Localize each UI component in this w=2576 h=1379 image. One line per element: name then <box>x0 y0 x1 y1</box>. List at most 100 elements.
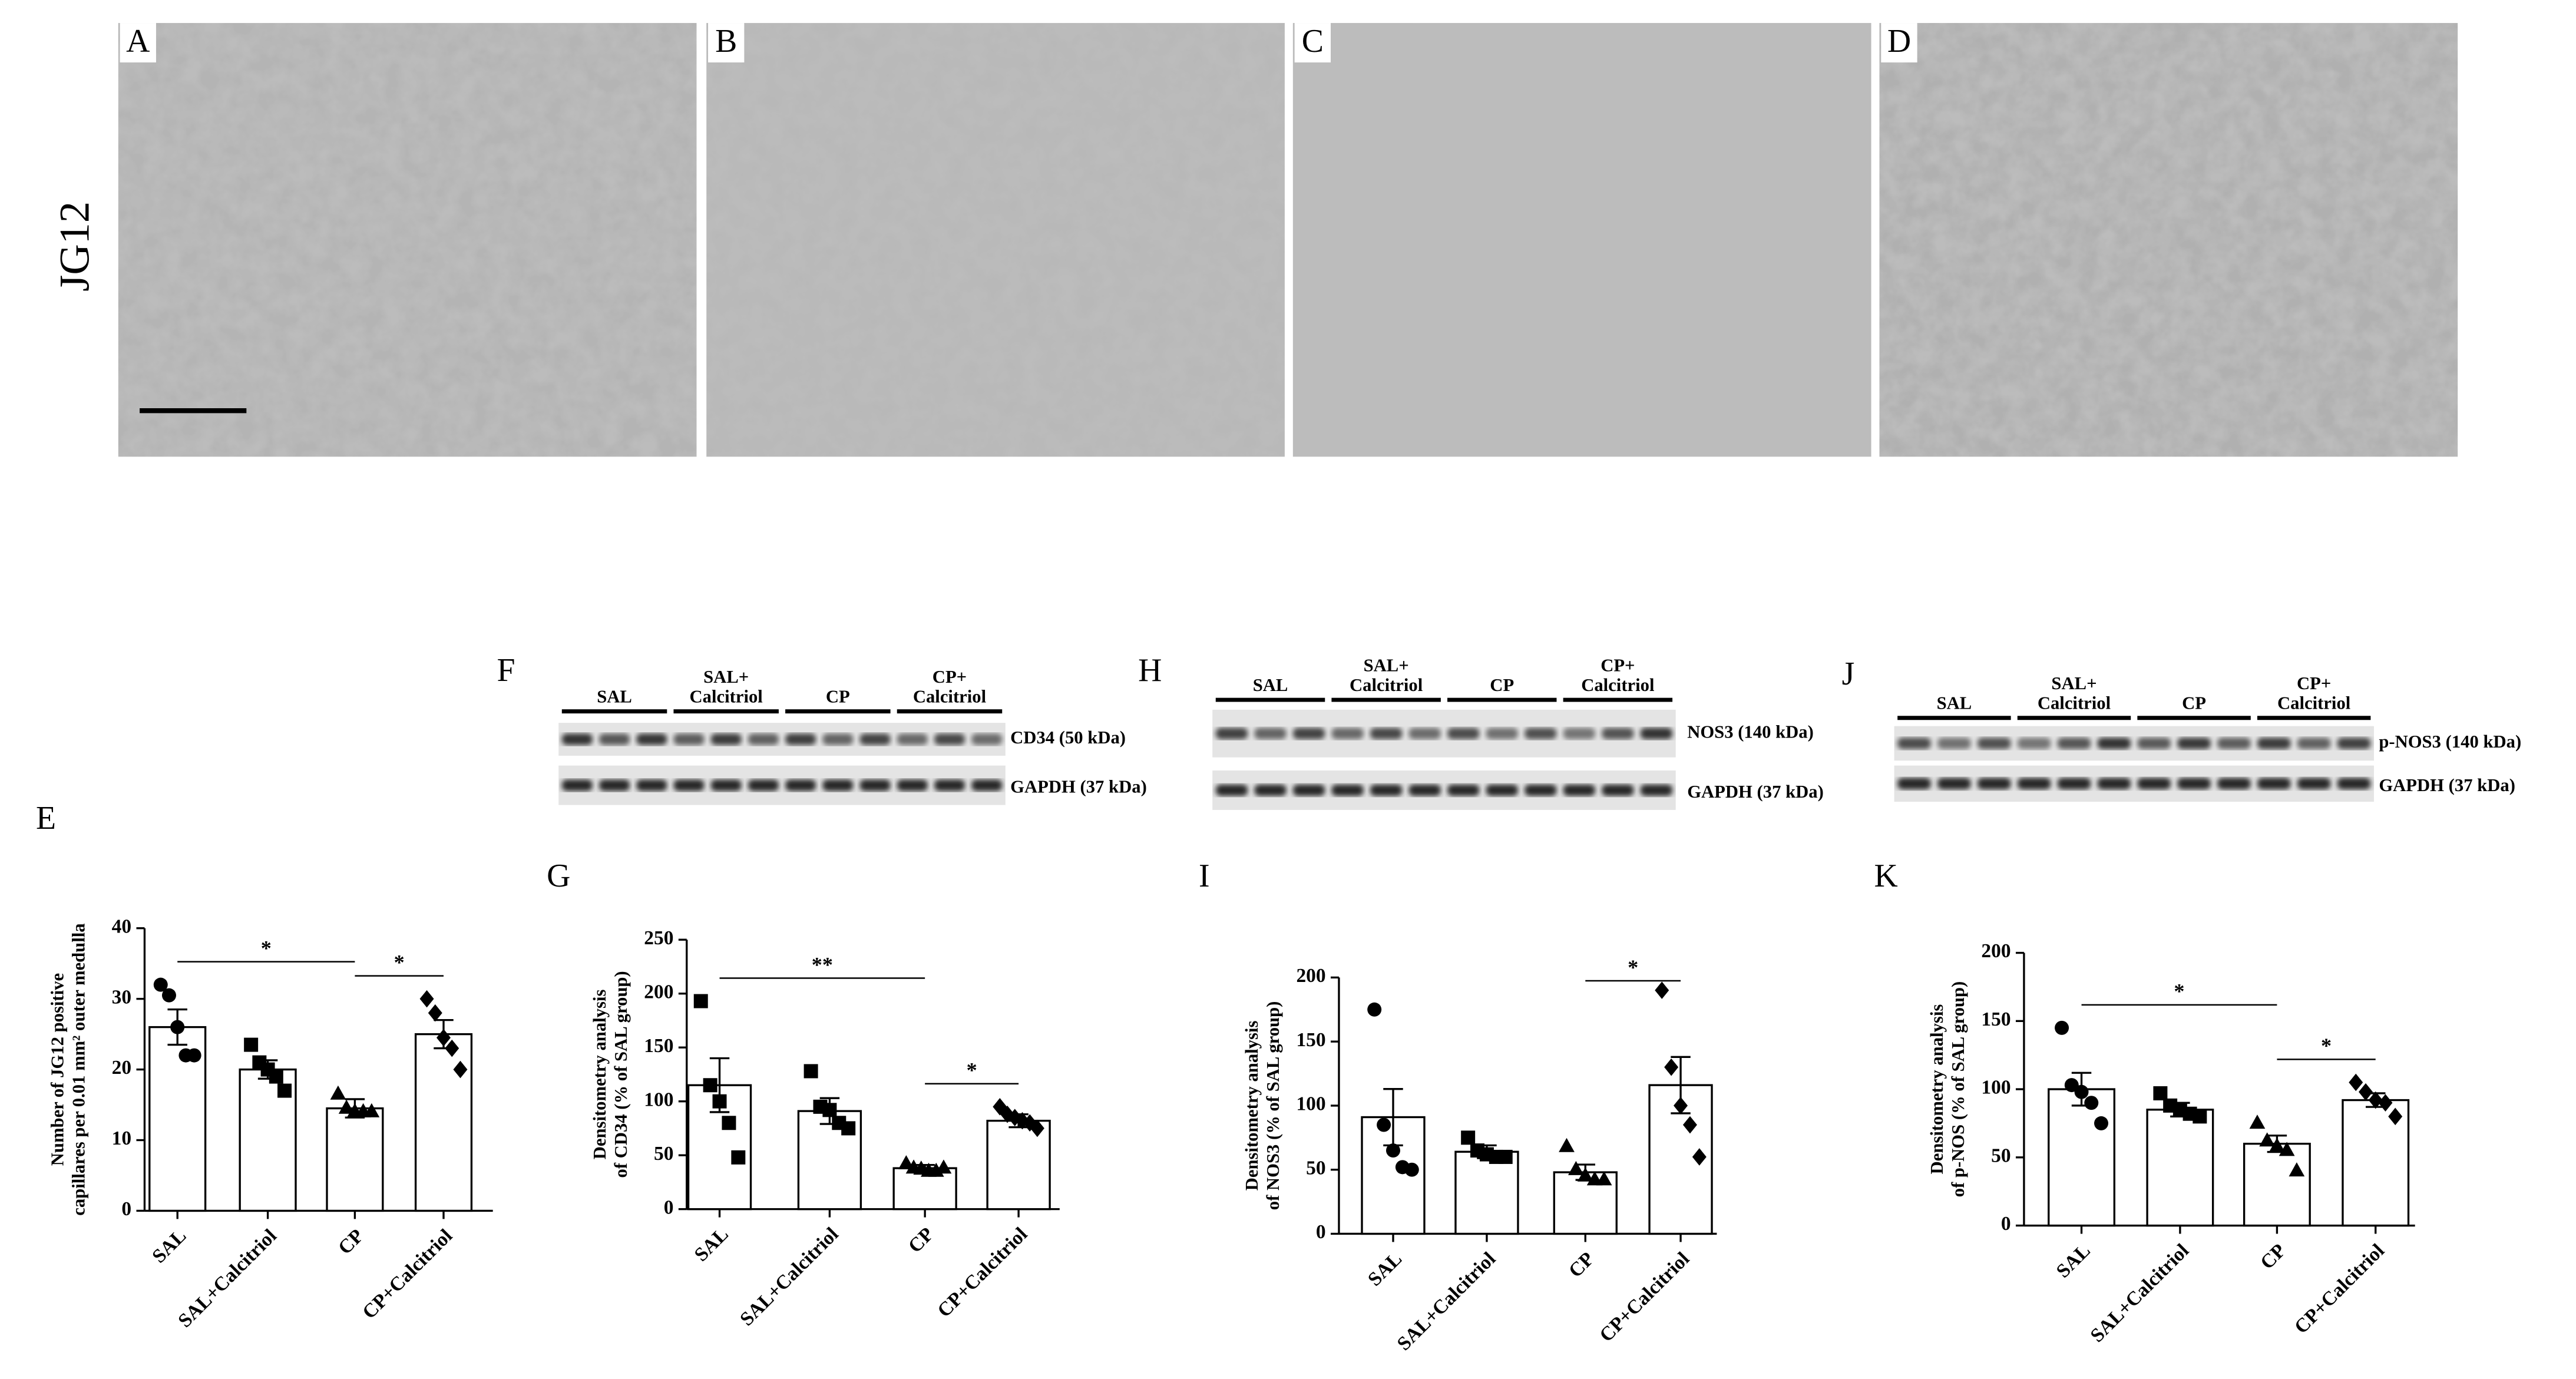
data-point <box>1577 1167 1593 1182</box>
x-tick-label: CP+Calcitriol <box>1595 1248 1694 1346</box>
data-point <box>2084 1096 2099 1110</box>
blot-band <box>859 733 891 745</box>
data-point <box>1498 1149 1513 1164</box>
data-point <box>277 1083 292 1098</box>
group-label: Calcitriol <box>2277 693 2350 713</box>
y-axis-label: Densitometry analysis <box>590 990 610 1160</box>
x-tick-label: SAL <box>1364 1248 1406 1290</box>
blot-band <box>2097 738 2131 749</box>
x-tick-label: SAL+Calcitriol <box>1393 1248 1500 1355</box>
significance-label: * <box>1628 955 1638 979</box>
band-label: p-NOS3 (140 kDa) <box>2379 732 2521 752</box>
data-point <box>1377 1117 1391 1132</box>
group-label: CP <box>2182 693 2206 713</box>
micrograph <box>118 23 697 457</box>
blot-band <box>599 779 630 791</box>
x-tick-label: SAL+Calcitriol <box>174 1225 281 1332</box>
blot-band <box>1215 727 1248 740</box>
y-axis-label: of NOS3 (% of SAL group) <box>1263 1001 1283 1211</box>
blot-band <box>2137 738 2171 749</box>
blot-strip <box>558 723 1006 756</box>
data-point <box>2378 1094 2393 1112</box>
data-point <box>244 1037 259 1052</box>
y-tick-label: 30 <box>112 986 131 1008</box>
data-point <box>445 1039 459 1057</box>
blot-band <box>1486 727 1518 740</box>
y-tick-label: 250 <box>644 927 673 949</box>
micrograph <box>1292 23 1871 457</box>
blot-band <box>2337 738 2371 749</box>
significance-label: * <box>2321 1034 2332 1057</box>
bar <box>1454 1150 1519 1235</box>
blot-band <box>1331 727 1364 740</box>
blot-band <box>822 733 854 745</box>
x-tick-label: CP+Calcitriol <box>358 1225 457 1323</box>
row-label: JG12 <box>51 201 98 292</box>
blot-band <box>934 779 965 791</box>
data-point <box>2094 1116 2108 1130</box>
y-tick-label: 50 <box>654 1143 673 1165</box>
data-point <box>2259 1132 2276 1147</box>
blot-band <box>1292 727 1325 740</box>
blot-band <box>1897 778 1931 790</box>
data-point <box>170 1020 185 1034</box>
y-tick-label: 0 <box>664 1196 674 1218</box>
y-axis-label: Densitometry analysis <box>1927 1004 1947 1175</box>
band-label: GAPDH (37 kDa) <box>2379 775 2515 795</box>
data-point <box>437 1029 451 1047</box>
group-label: CP <box>826 686 850 706</box>
blot-band <box>2217 778 2251 790</box>
blot-strip <box>1212 770 1676 810</box>
panel-label: I <box>1199 858 1210 894</box>
blot-band <box>971 733 1003 745</box>
blot-strip <box>1894 765 2374 802</box>
bar <box>326 1107 384 1212</box>
blot-band <box>1640 727 1673 740</box>
data-point <box>153 977 168 992</box>
group-label: Calcitriol <box>1350 675 1423 695</box>
y-axis-label: Densitometry analysis <box>1242 1021 1262 1191</box>
data-point <box>693 994 708 1008</box>
blot-band <box>2217 738 2251 749</box>
blot-band <box>897 733 928 745</box>
data-point <box>1461 1130 1476 1145</box>
panel-label-box <box>1294 23 1331 62</box>
data-point <box>419 990 434 1008</box>
y-tick-label: 50 <box>1991 1145 2010 1166</box>
x-tick-label: SAL+Calcitriol <box>736 1223 843 1331</box>
y-tick-label: 20 <box>112 1057 131 1079</box>
data-point <box>2279 1142 2295 1156</box>
blot-band <box>1563 784 1596 796</box>
data-point <box>1655 981 1669 999</box>
blot-band <box>1331 784 1364 796</box>
data-point <box>2388 1107 2403 1126</box>
blot-band <box>2177 738 2211 749</box>
y-tick-label: 150 <box>1981 1008 2010 1030</box>
data-point <box>703 1078 717 1093</box>
blot-band <box>2297 778 2331 790</box>
blot-band <box>1602 784 1634 796</box>
data-point <box>2289 1162 2305 1177</box>
data-point <box>161 988 176 1003</box>
blot-band <box>1977 738 2011 749</box>
y-tick-label: 10 <box>112 1127 131 1149</box>
blot-strip <box>1212 709 1676 758</box>
data-point <box>1385 1143 1400 1158</box>
blot-band <box>1370 784 1403 796</box>
blot-band <box>1254 784 1287 796</box>
data-point <box>428 1004 442 1022</box>
blot-band <box>1602 727 1634 740</box>
blot-band <box>748 733 779 745</box>
blot-band <box>1897 738 1931 749</box>
group-label: CP+ <box>932 667 967 687</box>
significance-label: * <box>394 950 405 974</box>
blot-band <box>897 779 928 791</box>
blot-band <box>1486 784 1518 796</box>
data-point <box>1664 1058 1679 1076</box>
data-point <box>712 1094 727 1109</box>
bar <box>2243 1142 2311 1227</box>
blot-band <box>1215 784 1248 796</box>
band-label: NOS3 (140 kDa) <box>1687 722 1814 742</box>
y-tick-label: 50 <box>1306 1157 1325 1179</box>
data-point <box>2064 1078 2079 1093</box>
